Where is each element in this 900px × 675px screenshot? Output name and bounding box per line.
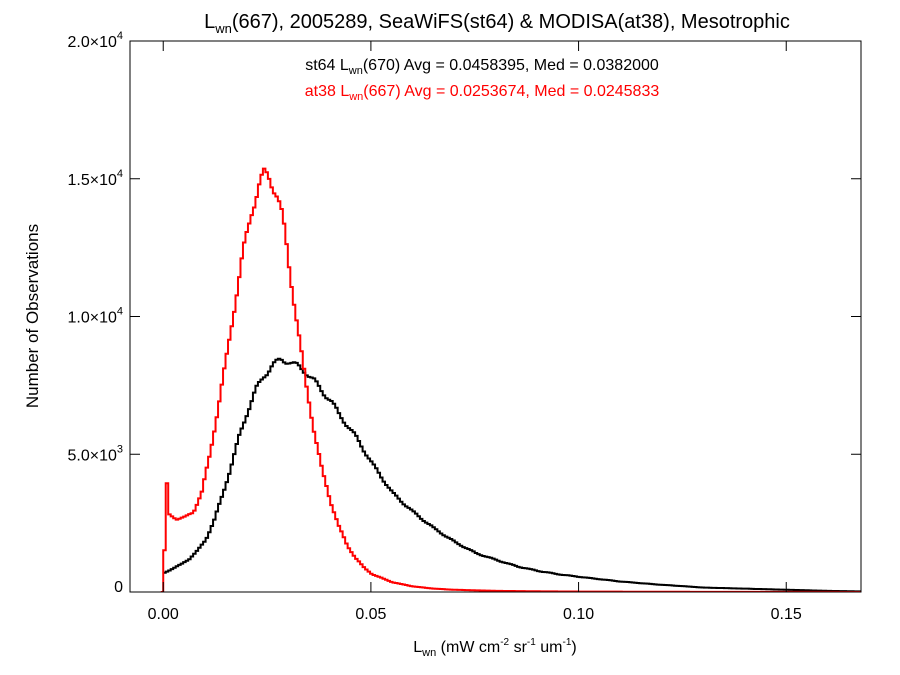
annotation-st64-sub: wn	[348, 65, 363, 77]
x-tick-label-3: 0.15	[771, 606, 802, 623]
series-line-0	[163, 357, 861, 592]
title-sub: wn	[214, 21, 232, 36]
annotation-at38-sub: wn	[348, 91, 363, 103]
xlabel-mid: sr	[509, 639, 527, 656]
xlabel-sup1: -2	[500, 637, 509, 648]
y-axis: 0 5.0×103 1.0×104 1.5×104 2.0×104	[67, 30, 861, 596]
series-layer	[160, 167, 861, 592]
x-tick-label-2: 0.10	[563, 606, 594, 623]
annotation-st64-prefix: st64 L	[305, 57, 349, 74]
annotation-st64-suffix: (670) Avg = 0.0458395, Med = 0.0382000	[363, 57, 659, 74]
x-axis-label: Lwn (mW cm-2 sr-1 um-1)	[413, 637, 576, 659]
annotation-at38: at38 Lwn(667) Avg = 0.0253674, Med = 0.0…	[305, 83, 660, 103]
y-tick-label-3: 1.5×104	[67, 168, 123, 189]
annotation-at38-prefix: at38 L	[305, 83, 350, 100]
xlabel-end: um	[536, 639, 563, 656]
y-tick-label-2: 1.0×104	[67, 306, 123, 327]
annotation-st64: st64 Lwn(670) Avg = 0.0458395, Med = 0.0…	[305, 57, 659, 77]
plot-frame	[129, 40, 862, 593]
xlabel-main: L	[413, 639, 422, 656]
xlabel-sup2: -1	[527, 637, 536, 648]
x-tick-label-0: 0.00	[148, 606, 179, 623]
y-axis-label: Number of Observations	[23, 224, 42, 408]
title-main: L	[204, 11, 215, 33]
annotation-at38-suffix: (667) Avg = 0.0253674, Med = 0.0245833	[363, 83, 659, 100]
xlabel-rest: (mW cm	[436, 639, 500, 656]
x-axis: 0.00 0.05 0.10 0.15	[148, 41, 802, 623]
xlabel-sup3: -1	[562, 637, 571, 648]
y-tick-label-0: 0	[114, 579, 123, 596]
xlabel-close: )	[571, 639, 576, 656]
xlabel-sub: wn	[421, 647, 436, 659]
chart-title: Lwn(667), 2005289, SeaWiFS(st64) & MODIS…	[204, 11, 790, 36]
y-tick-label-1: 5.0×103	[67, 443, 123, 464]
y-tick-label-4: 2.0×104	[67, 30, 123, 51]
x-tick-label-1: 0.05	[355, 606, 386, 623]
title-rest: (667), 2005289, SeaWiFS(st64) & MODISA(a…	[232, 11, 790, 33]
series-line-1	[160, 167, 861, 592]
